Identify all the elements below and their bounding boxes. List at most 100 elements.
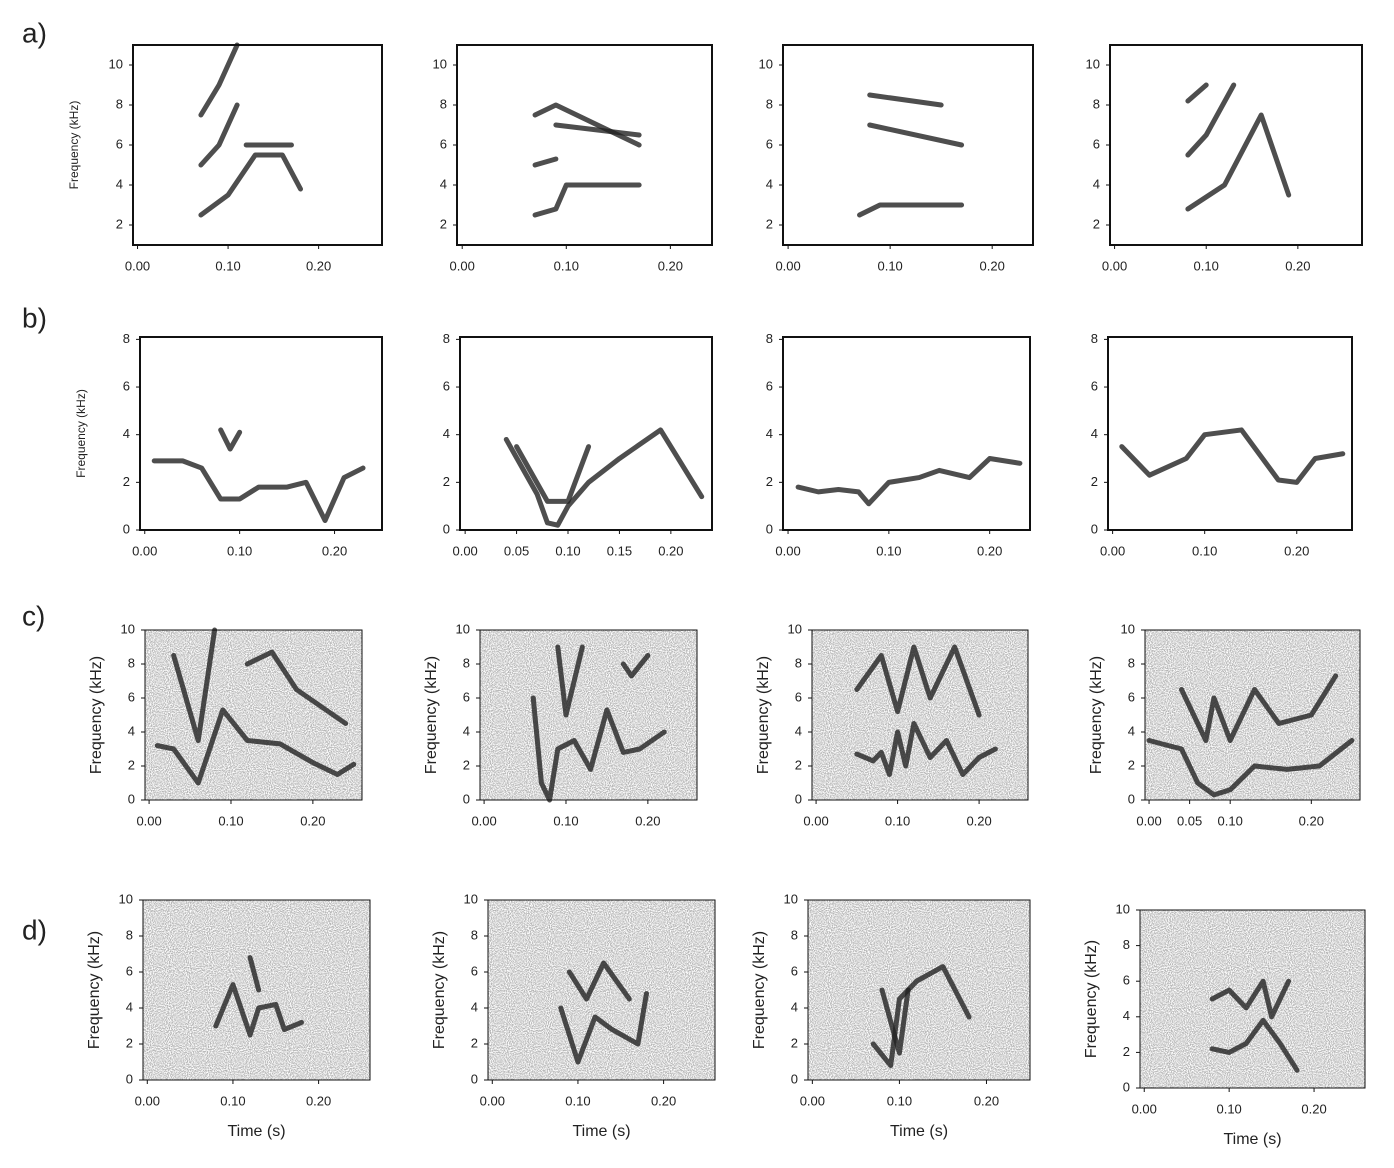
x-tick-label: 0.10 bbox=[227, 543, 252, 558]
noise-background bbox=[812, 630, 1028, 800]
y-tick-label: 8 bbox=[443, 331, 450, 346]
noise-background bbox=[1145, 630, 1360, 800]
x-axis-label: Time (s) bbox=[227, 1123, 285, 1140]
trace bbox=[151, 458, 366, 523]
x-tick-label: 0.20 bbox=[306, 1093, 331, 1108]
y-tick-label: 8 bbox=[795, 655, 802, 670]
y-tick-label: 0 bbox=[1123, 1079, 1130, 1094]
x-tick-label: 0.20 bbox=[977, 543, 1002, 558]
y-tick-label: 4 bbox=[440, 176, 447, 191]
plot-frame bbox=[1144, 629, 1361, 801]
x-tick-label: 0.00 bbox=[803, 813, 828, 828]
y-tick-label: 8 bbox=[123, 331, 130, 346]
y-axis-label: Frequency (kHz) bbox=[431, 931, 448, 1049]
plot-frame bbox=[1109, 44, 1363, 246]
plot-frame bbox=[139, 336, 383, 531]
x-tick-label: 0.05 bbox=[504, 543, 529, 558]
y-axis-label: Frequency (kHz) bbox=[755, 656, 772, 774]
trace bbox=[879, 987, 911, 1056]
y-tick-label: 10 bbox=[1086, 56, 1100, 71]
x-tick-label: 0.20 bbox=[974, 1093, 999, 1108]
y-tick-label: 8 bbox=[1093, 96, 1100, 111]
trace bbox=[1185, 82, 1237, 158]
trace bbox=[867, 92, 944, 108]
x-tick-label: 0.00 bbox=[1100, 543, 1125, 558]
x-tick-label: 0.20 bbox=[322, 543, 347, 558]
y-tick-label: 6 bbox=[126, 963, 133, 978]
plot-frame bbox=[811, 629, 1029, 801]
y-axis-label: Frequency (kHz) bbox=[423, 656, 440, 774]
y-tick-label: 4 bbox=[463, 723, 470, 738]
y-tick-label: 4 bbox=[128, 723, 135, 738]
trace bbox=[154, 707, 357, 786]
x-tick-label: 0.20 bbox=[306, 258, 331, 273]
y-tick-label: 10 bbox=[784, 891, 798, 906]
y-tick-label: 2 bbox=[795, 757, 802, 772]
y-tick-label: 4 bbox=[443, 426, 450, 441]
noise-background bbox=[480, 630, 697, 800]
y-tick-label: 10 bbox=[788, 621, 802, 636]
trace bbox=[795, 456, 1023, 507]
x-tick-label: 0.10 bbox=[887, 1093, 912, 1108]
x-tick-label: 0.00 bbox=[1132, 1101, 1157, 1116]
trace bbox=[198, 42, 240, 118]
y-tick-label: 6 bbox=[1128, 689, 1135, 704]
x-tick-label: 0.00 bbox=[775, 258, 800, 273]
trace bbox=[1146, 738, 1355, 798]
y-tick-label: 0 bbox=[766, 521, 773, 536]
y-tick-label: 6 bbox=[795, 689, 802, 704]
x-tick-label: 0.20 bbox=[1301, 1101, 1326, 1116]
y-tick-label: 4 bbox=[1128, 723, 1135, 738]
trace bbox=[213, 982, 304, 1038]
trace bbox=[555, 644, 585, 718]
plot-frame bbox=[459, 336, 713, 531]
trace bbox=[1209, 1017, 1300, 1073]
x-tick-label: 0.20 bbox=[300, 813, 325, 828]
trace bbox=[514, 444, 592, 504]
y-tick-label: 8 bbox=[463, 655, 470, 670]
y-tick-label: 4 bbox=[1123, 1008, 1130, 1023]
y-tick-label: 6 bbox=[1123, 973, 1130, 988]
x-tick-label: 0.00 bbox=[450, 258, 475, 273]
y-tick-label: 4 bbox=[1093, 176, 1100, 191]
y-tick-label: 2 bbox=[443, 474, 450, 489]
trace bbox=[558, 991, 649, 1065]
y-tick-label: 8 bbox=[1128, 655, 1135, 670]
x-tick-label: 0.20 bbox=[1284, 543, 1309, 558]
y-tick-label: 2 bbox=[1123, 1044, 1130, 1059]
y-tick-label: 0 bbox=[791, 1071, 798, 1086]
trace bbox=[566, 960, 632, 1002]
x-tick-label: 0.00 bbox=[800, 1093, 825, 1108]
x-tick-label: 0.10 bbox=[218, 813, 243, 828]
y-axis-label: Frequency (kHz) bbox=[1088, 656, 1105, 774]
x-tick-label: 0.20 bbox=[658, 258, 683, 273]
trace bbox=[198, 152, 304, 218]
plot-frame bbox=[142, 899, 371, 1081]
x-tick-label: 0.10 bbox=[876, 543, 901, 558]
y-tick-label: 10 bbox=[1121, 621, 1135, 636]
y-axis-label: Frequency (kHz) bbox=[88, 656, 105, 774]
plot-frame bbox=[782, 336, 1031, 531]
panel-label: a) bbox=[22, 17, 47, 48]
y-tick-label: 0 bbox=[463, 791, 470, 806]
y-tick-label: 0 bbox=[1128, 791, 1135, 806]
y-tick-label: 2 bbox=[766, 474, 773, 489]
trace bbox=[503, 427, 705, 528]
trace bbox=[530, 695, 667, 803]
plot-frame bbox=[144, 629, 363, 801]
y-tick-label: 0 bbox=[443, 521, 450, 536]
y-tick-label: 2 bbox=[471, 1035, 478, 1050]
y-tick-label: 4 bbox=[791, 999, 798, 1014]
y-tick-label: 0 bbox=[1091, 521, 1098, 536]
y-tick-label: 0 bbox=[126, 1071, 133, 1086]
trace bbox=[1119, 427, 1346, 485]
trace bbox=[247, 955, 262, 993]
trace bbox=[553, 122, 642, 138]
y-tick-label: 2 bbox=[440, 216, 447, 231]
x-tick-label: 0.10 bbox=[565, 1093, 590, 1108]
y-tick-label: 6 bbox=[443, 378, 450, 393]
y-tick-label: 4 bbox=[126, 999, 133, 1014]
y-tick-label: 2 bbox=[123, 474, 130, 489]
trace bbox=[198, 102, 240, 168]
